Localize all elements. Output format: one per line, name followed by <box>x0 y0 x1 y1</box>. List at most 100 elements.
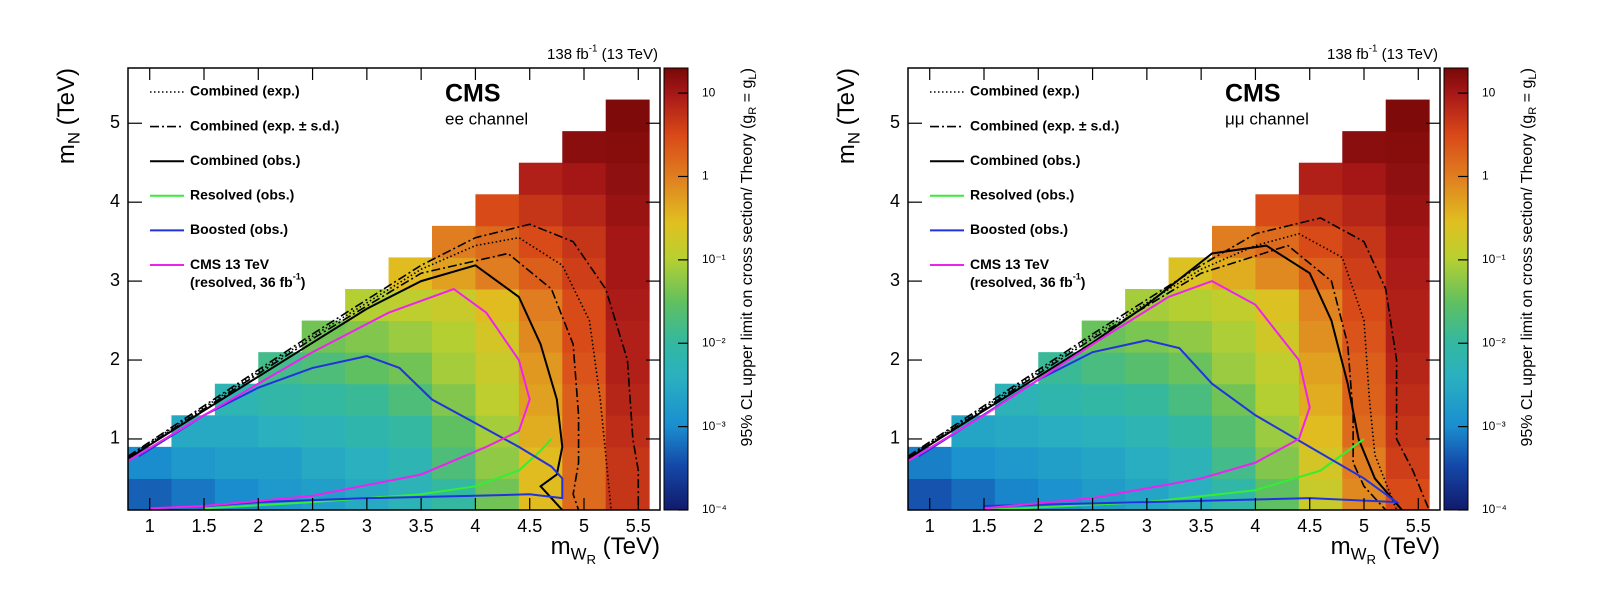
heatmap-cell <box>1385 131 1430 164</box>
label-part: (TeV) <box>53 68 80 132</box>
heatmap-cell <box>1342 415 1387 448</box>
heatmap-cell <box>432 446 476 479</box>
x-tick-label: 1 <box>145 516 155 536</box>
x-tick-label: 4.5 <box>517 516 542 536</box>
label-part: = g <box>739 80 756 107</box>
x-tick-label: 3 <box>362 516 372 536</box>
heatmap-cell <box>1342 320 1387 353</box>
heatmap-cell <box>1255 352 1300 385</box>
heatmap-cell <box>562 352 607 385</box>
heatmap-cell <box>171 446 216 479</box>
heatmap-cell <box>345 415 390 448</box>
heatmap-cell <box>518 194 563 227</box>
heatmap-cell <box>605 99 650 132</box>
label-part: m <box>551 533 571 560</box>
heatmap-cell <box>475 352 520 385</box>
heatmap-cell <box>1081 383 1126 416</box>
y-tick-label: 2 <box>890 349 900 369</box>
y-tick-label: 4 <box>890 191 900 211</box>
label-part: m <box>833 144 860 164</box>
label-part: R <box>747 107 759 115</box>
heatmap-cell <box>1298 352 1343 385</box>
x-tick-label: 5 <box>1359 516 1369 536</box>
plot-frame <box>907 67 1441 511</box>
heatmap-cell <box>432 478 476 510</box>
legend-label: Combined (exp. ± s.d.) <box>970 117 1119 133</box>
legend-label: Combined (exp. ± s.d.) <box>190 117 339 133</box>
colorbar-label: 95% CL upper limit on cross section/ The… <box>1519 68 1539 447</box>
y-tick-label: 3 <box>890 270 900 290</box>
heatmap-cell <box>1125 383 1170 416</box>
x-tick-label: 1.5 <box>971 516 996 536</box>
contour-line <box>128 252 580 510</box>
x-tick-label: 5.5 <box>1406 516 1431 536</box>
contour-line <box>128 287 531 510</box>
heatmap-cell <box>562 320 607 353</box>
heatmap-cell <box>475 320 520 353</box>
label-part: R <box>1366 553 1376 568</box>
label-part: W <box>1351 545 1367 564</box>
colorbar-tick-label: 10⁻⁴ <box>1482 502 1507 516</box>
legend-label: Resolved (obs.) <box>190 187 294 203</box>
heatmap-cell <box>1385 257 1430 290</box>
heatmap-cell <box>605 383 650 416</box>
label-part: W <box>571 545 587 564</box>
heatmap-cell <box>562 194 607 227</box>
heatmap-cell <box>475 225 520 258</box>
heatmap-cell <box>1212 352 1256 385</box>
x-tick-label: 2 <box>1033 516 1043 536</box>
heatmap-cell <box>562 131 607 164</box>
colorbar <box>1444 68 1468 510</box>
x-tick-label: 3.5 <box>409 516 434 536</box>
heatmap-cell <box>1212 415 1256 448</box>
heatmap-cell <box>1298 225 1343 258</box>
cells <box>128 99 650 510</box>
heatmap-cell <box>562 415 607 448</box>
heatmap-cell <box>301 415 346 448</box>
label-part: ) <box>301 274 306 290</box>
heatmap-cell <box>432 320 476 353</box>
contour-line <box>908 244 1387 510</box>
heatmap-cell <box>1038 415 1083 448</box>
label-part: 95% CL upper limit on cross section/ The… <box>739 115 756 447</box>
heatmap-cell <box>1342 257 1387 290</box>
colorbar-tick-label: 10⁻³ <box>702 419 726 433</box>
heatmap-cell <box>605 162 650 195</box>
heatmap-cell <box>562 225 607 258</box>
heatmap-cell <box>258 383 303 416</box>
heatmap-cell <box>1125 352 1170 385</box>
heatmap-cell <box>562 257 607 290</box>
x-tick-label: 1.5 <box>191 516 216 536</box>
heatmap-cell <box>562 446 607 479</box>
label-part: -1 <box>589 43 598 54</box>
label-part: -1 <box>1369 43 1378 54</box>
heatmap-cell <box>1255 383 1300 416</box>
x-tick-label: 4 <box>470 516 480 536</box>
heatmap-cell <box>258 415 303 448</box>
heatmap-cell <box>1342 289 1387 322</box>
heatmap-cell <box>951 446 996 479</box>
label-part: (TeV) <box>833 68 860 132</box>
heatmap-cell <box>605 478 650 510</box>
label-part: L <box>747 73 759 79</box>
label-part: N <box>845 132 864 144</box>
legend-label: Combined (obs.) <box>190 152 300 168</box>
heatmap-cell <box>475 383 520 416</box>
heatmap-cell <box>1125 320 1170 353</box>
heatmap-cell <box>345 446 390 479</box>
heatmap-cell <box>432 225 476 258</box>
colorbar <box>664 68 688 510</box>
heatmap-cell <box>605 446 650 479</box>
heatmap-cell <box>388 320 433 353</box>
contour-line <box>908 280 1311 510</box>
colorbar-tick-label: 1 <box>702 169 709 183</box>
x-axis-label: mWR (TeV) <box>551 533 660 567</box>
x-tick-label: 2 <box>253 516 263 536</box>
x-tick-label: 4 <box>1250 516 1260 536</box>
heatmap-cell <box>562 383 607 416</box>
heatmap-cell <box>1081 446 1126 479</box>
contour-line <box>908 244 1403 510</box>
heatmap-panel: 1 1.5 2 2.5 3 3.5 4 4.5 5 5.5 1 2 3 4 5 10⁻⁴ 10⁻³ 10⁻² 10⁻… <box>53 43 759 567</box>
heatmap-cell <box>475 289 520 322</box>
label-part: 95% CL upper limit on cross section/ The… <box>1519 115 1536 447</box>
